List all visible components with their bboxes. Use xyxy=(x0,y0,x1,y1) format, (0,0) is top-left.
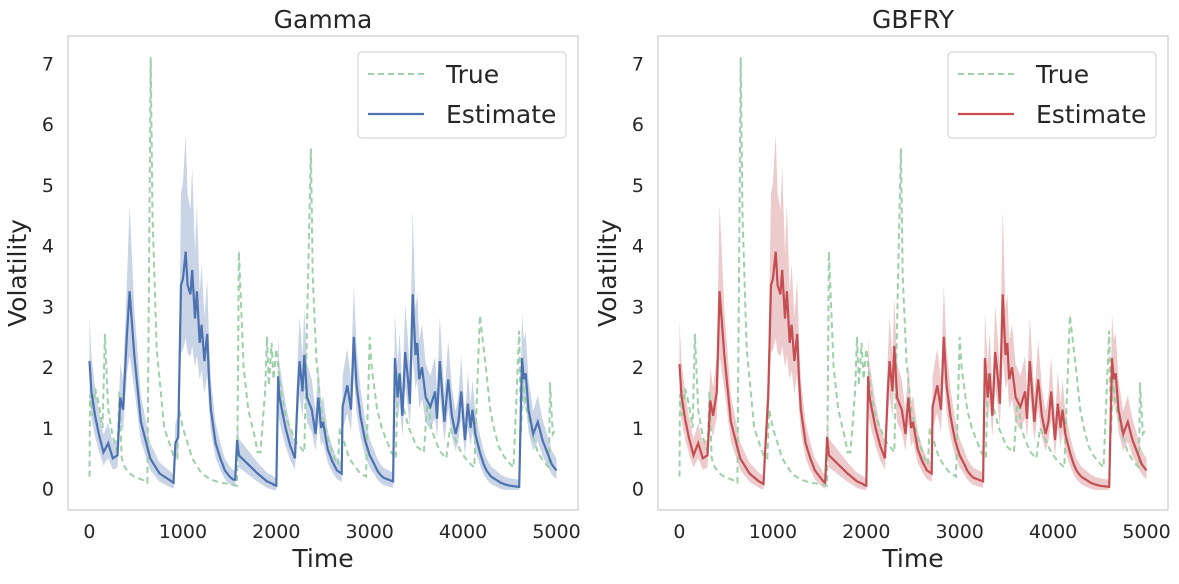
chart-title: GBFRY xyxy=(872,5,955,34)
y-tick-label: 0 xyxy=(42,479,54,501)
y-tick-label: 2 xyxy=(42,357,54,379)
plot-area xyxy=(88,57,558,490)
chart-panel-2: GBFRY 0 1000 2000 3000 4000 5000 0 1 2 3 4 5 6 7 Time Vo… xyxy=(593,5,1171,573)
y-tick-label: 3 xyxy=(42,296,54,318)
plot-frame xyxy=(657,35,1169,511)
y-tick-label: 1 xyxy=(42,418,54,440)
estimate-credible-band xyxy=(679,134,1147,490)
chart-title: Gamma xyxy=(274,5,373,34)
y-axis-label: Volatility xyxy=(3,219,32,327)
x-tick-label: 3000 xyxy=(346,521,394,543)
legend: True Estimate xyxy=(357,51,567,139)
y-axis-label: Volatility xyxy=(593,219,622,327)
x-tick-label: 4000 xyxy=(1029,521,1077,543)
legend: True Estimate xyxy=(947,51,1157,139)
legend-true-label: True xyxy=(445,60,499,89)
y-tick-label: 6 xyxy=(42,114,54,136)
legend-true-label: True xyxy=(1035,60,1089,89)
x-tick-label: 1000 xyxy=(159,521,207,543)
x-axis-label: Time xyxy=(291,544,353,573)
y-tick-label: 5 xyxy=(42,175,54,197)
y-tick-label: 7 xyxy=(42,53,54,75)
y-tick-label: 0 xyxy=(632,479,644,501)
y-tick-label: 6 xyxy=(632,114,644,136)
series-estimate-line xyxy=(88,251,558,489)
legend-estimate-label: Estimate xyxy=(446,100,556,129)
legend-estimate-label: Estimate xyxy=(1036,100,1146,129)
x-tick-label: 3000 xyxy=(936,521,984,543)
x-tick-label: 5000 xyxy=(532,521,580,543)
series-true-line xyxy=(678,57,1148,487)
x-tick-label: 4000 xyxy=(439,521,487,543)
x-tick-label: 0 xyxy=(83,521,95,543)
y-tick-label: 7 xyxy=(632,53,644,75)
y-tick-label: 2 xyxy=(632,357,644,379)
y-tick-label: 3 xyxy=(632,296,644,318)
series-true-line xyxy=(88,57,558,487)
y-tick-label: 1 xyxy=(632,418,644,440)
x-tick-label: 2000 xyxy=(252,521,300,543)
chart-panel-1: Gamma 0 1000 2000 3000 4000 5000 0 1 2 3 4 5 6 7 Time Vo… xyxy=(3,5,581,573)
series-estimate-line xyxy=(678,251,1148,489)
estimate-credible-band xyxy=(89,134,557,490)
y-tick-label: 5 xyxy=(632,175,644,197)
y-tick-label: 4 xyxy=(632,236,644,258)
plot-frame xyxy=(67,35,579,511)
plot-area xyxy=(678,57,1148,490)
y-tick-label: 4 xyxy=(42,236,54,258)
x-tick-label: 0 xyxy=(673,521,685,543)
x-tick-label: 5000 xyxy=(1122,521,1170,543)
x-axis-label: Time xyxy=(881,544,943,573)
x-tick-label: 1000 xyxy=(749,521,797,543)
x-tick-label: 2000 xyxy=(842,521,890,543)
